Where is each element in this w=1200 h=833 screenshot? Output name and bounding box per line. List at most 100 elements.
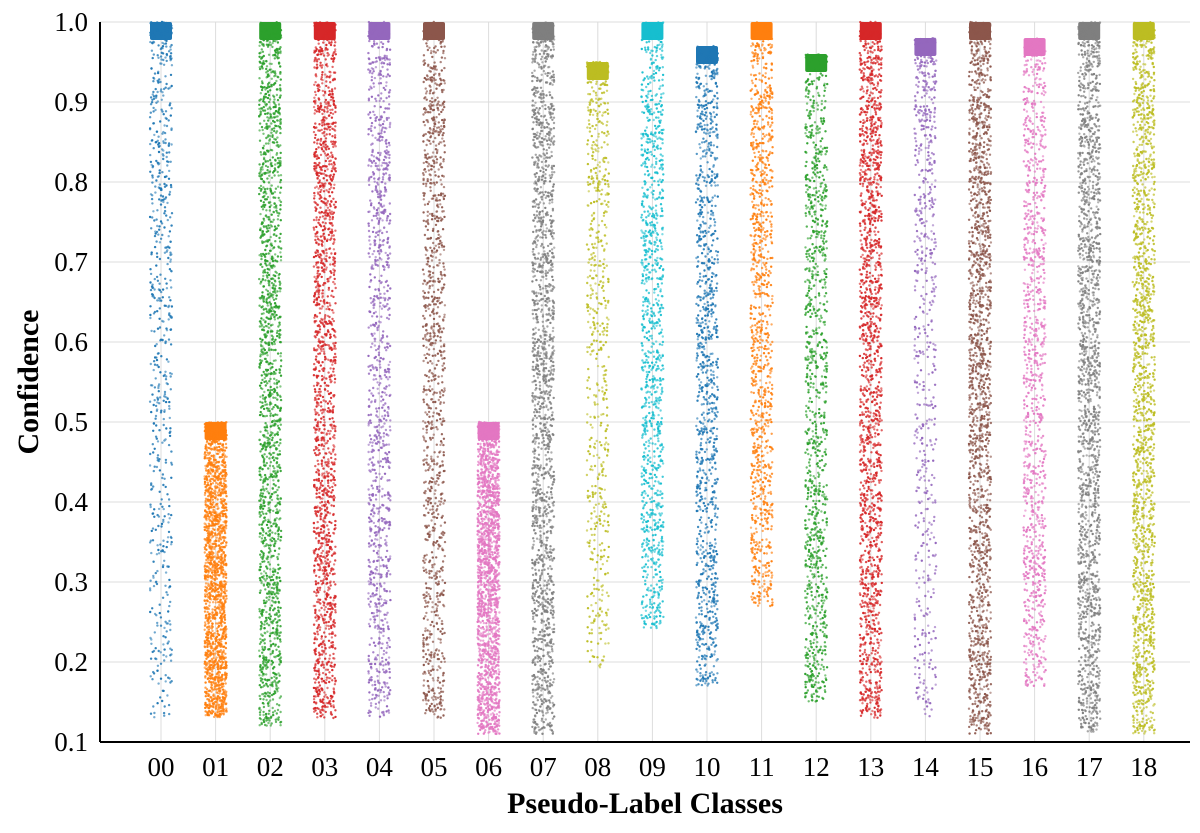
data-point — [323, 608, 326, 611]
data-point — [259, 212, 262, 216]
data-point — [211, 482, 215, 485]
data-point — [260, 612, 264, 616]
data-point — [259, 492, 263, 495]
data-point — [277, 716, 280, 719]
data-point — [267, 149, 270, 153]
data-point — [332, 580, 336, 584]
data-point — [158, 469, 162, 472]
data-point — [164, 138, 167, 141]
data-point — [220, 565, 224, 568]
data-point — [261, 328, 264, 331]
data-point — [152, 53, 155, 56]
data-point — [261, 291, 264, 294]
data-point — [205, 652, 209, 655]
data-point — [159, 273, 162, 276]
data-point — [215, 684, 219, 687]
data-point — [269, 235, 272, 239]
data-point — [164, 304, 168, 308]
data-point — [268, 158, 272, 162]
data-point — [324, 58, 327, 61]
data-point — [273, 644, 277, 648]
data-point — [259, 395, 262, 398]
data-point — [270, 128, 274, 132]
data-point — [331, 363, 334, 366]
data-point — [158, 611, 161, 615]
data-point — [268, 170, 272, 173]
data-point — [169, 45, 172, 48]
data-point — [278, 212, 281, 215]
data-point — [160, 98, 163, 102]
data-point — [167, 640, 170, 643]
data-point — [161, 476, 164, 480]
data-point — [274, 187, 278, 190]
data-point — [218, 715, 221, 718]
data-point — [322, 54, 326, 57]
data-point — [258, 41, 262, 44]
data-point — [153, 716, 156, 719]
data-point — [279, 442, 282, 445]
data-point — [216, 641, 220, 644]
data-point — [267, 39, 270, 42]
data-point — [276, 41, 280, 44]
data-point — [210, 440, 214, 443]
data-point — [165, 358, 169, 361]
data-point — [268, 403, 272, 406]
data-point — [216, 622, 219, 625]
data-point — [154, 435, 158, 438]
data-point — [273, 679, 276, 682]
data-point — [219, 491, 222, 495]
data-point — [217, 421, 221, 425]
data-point — [159, 662, 163, 665]
data-point — [259, 505, 262, 508]
data-point — [268, 395, 271, 399]
data-point — [162, 520, 165, 523]
data-point — [204, 571, 208, 574]
data-point — [331, 191, 334, 194]
data-point — [266, 267, 269, 271]
data-point — [156, 139, 159, 142]
data-point — [206, 465, 209, 468]
data-point — [279, 438, 282, 441]
data-point — [263, 352, 266, 356]
data-point — [258, 304, 261, 307]
data-point — [168, 190, 172, 194]
data-point — [208, 625, 211, 628]
data-point — [272, 583, 275, 586]
data-point — [215, 577, 219, 580]
data-point — [213, 715, 216, 719]
data-point — [205, 688, 209, 691]
data-point — [271, 578, 275, 582]
data-point — [321, 221, 325, 224]
data-point — [259, 410, 262, 414]
data-point — [260, 381, 263, 385]
data-point — [319, 528, 323, 531]
data-point — [223, 456, 226, 459]
data-point — [224, 512, 227, 516]
data-point — [168, 104, 171, 107]
data-point — [332, 700, 335, 703]
data-point — [268, 547, 271, 550]
data-point — [279, 259, 283, 262]
data-point — [223, 509, 226, 512]
data-point — [211, 670, 214, 673]
data-point — [223, 613, 227, 617]
data-point — [224, 652, 227, 655]
data-point — [154, 377, 157, 380]
data-point — [273, 310, 277, 314]
data-point — [265, 71, 268, 74]
data-point — [170, 513, 173, 517]
data-point — [269, 615, 272, 618]
data-point — [274, 259, 277, 262]
data-point — [321, 89, 324, 93]
data-point — [206, 430, 209, 433]
data-point — [224, 502, 227, 505]
data-point — [149, 40, 152, 44]
data-point — [148, 215, 152, 219]
data-point — [165, 545, 168, 549]
data-point — [270, 77, 273, 81]
data-point — [152, 469, 155, 473]
data-point — [264, 588, 267, 591]
data-point — [154, 414, 158, 418]
data-point — [167, 304, 171, 307]
data-point — [169, 681, 172, 684]
